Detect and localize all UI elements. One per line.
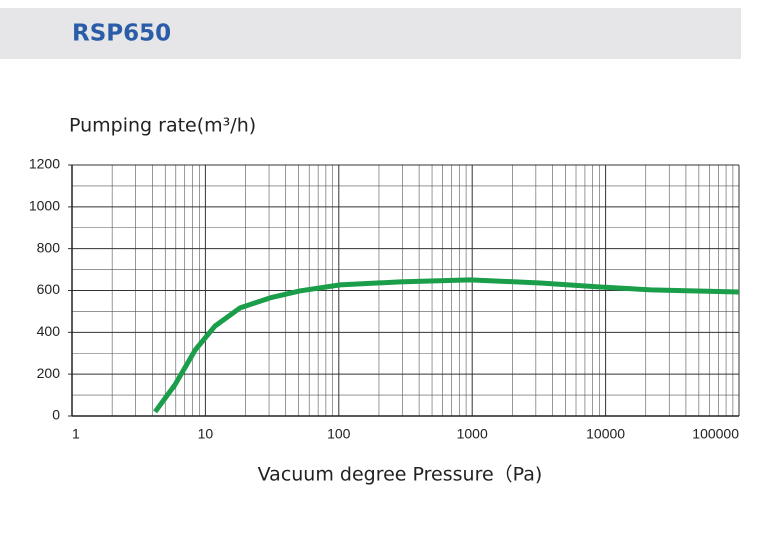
chart-title: RSP650 <box>72 21 171 47</box>
y-tick-label: 200 <box>37 365 61 381</box>
y-axis-label: Pumping rate(m³/h) <box>69 115 256 137</box>
y-tick-label: 1200 <box>29 156 60 172</box>
x-axis-label: Vacuum degree Pressure（Pa) <box>258 464 543 486</box>
header-band <box>0 8 741 59</box>
x-tick-label: 100000 <box>692 426 739 442</box>
y-tick-label: 1000 <box>29 198 60 214</box>
y-tick-label: 600 <box>37 281 61 297</box>
y-tick-label: 0 <box>52 407 60 423</box>
x-tick-label: 1000 <box>457 426 488 442</box>
x-tick-label: 100 <box>327 426 351 442</box>
x-tick-label: 1 <box>72 426 80 442</box>
x-tick-label: 10000 <box>586 426 625 442</box>
y-tick-label: 800 <box>37 239 61 255</box>
x-tick-label: 10 <box>198 426 214 442</box>
y-tick-label: 400 <box>37 323 61 339</box>
data-line <box>153 277 740 414</box>
